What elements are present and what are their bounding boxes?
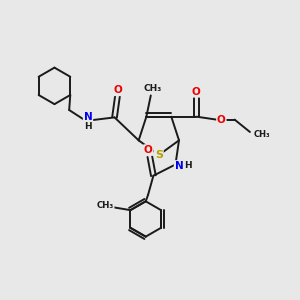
Text: N: N — [84, 112, 92, 122]
Text: O: O — [192, 87, 201, 97]
Text: O: O — [144, 145, 153, 155]
Text: S: S — [155, 150, 163, 160]
Text: CH₃: CH₃ — [97, 201, 114, 210]
Text: O: O — [217, 115, 226, 124]
Text: CH₃: CH₃ — [254, 130, 270, 139]
Text: H: H — [184, 161, 192, 170]
Text: N: N — [175, 161, 183, 171]
Text: CH₃: CH₃ — [143, 85, 161, 94]
Text: H: H — [84, 122, 92, 131]
Text: O: O — [113, 85, 122, 95]
